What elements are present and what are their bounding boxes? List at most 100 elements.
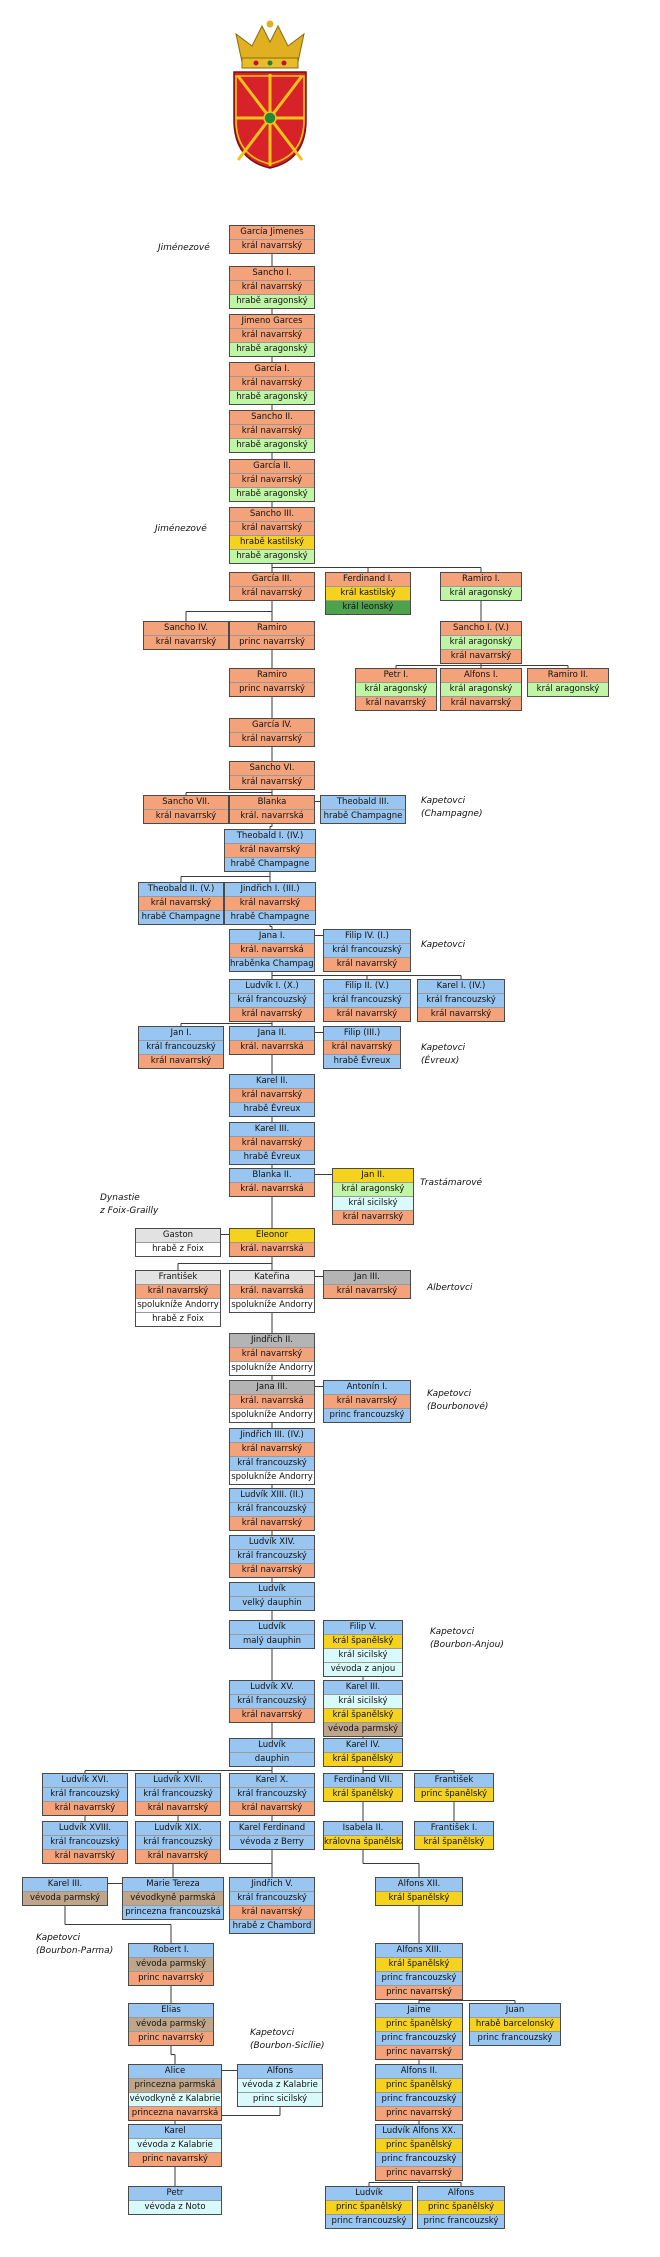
person-name: Karel IV. [324,1739,402,1752]
person-name: Filip (III.) [324,1027,400,1040]
person-title: princ francouzský [418,2214,504,2228]
person-title: král španělský [415,1835,493,1849]
person-theobald-3: Theobald III. hrabě Champagne [320,795,406,824]
person-title: spolukníže Andorry [136,1298,220,1312]
person-name: Jan II. [333,1169,413,1182]
person-name: Sancho I. (V.) [441,622,521,635]
person-ludvik-13-2: Ludvík XIII. (II.) král francouzský král n… [229,1488,315,1531]
person-title: spolukníže Andorry [230,1470,314,1484]
person-blanka: Blanka král. navarrská [229,795,315,824]
dynasty-label: Kapetovci [250,2028,295,2038]
person-title: král španělský [376,1891,462,1905]
person-sancho-4: Sancho IV. král navarrský [143,621,229,650]
person-title: král navarrský [230,473,314,487]
person-title: král navarrský [333,1210,413,1224]
person-name: Ludvík [230,1583,314,1596]
person-name: Sancho I. [230,267,314,280]
person-alfons: Alfons vévoda z Kalabrie princ sicilský [237,2064,323,2107]
dynasty-label: (Bourbon-Anjou) [430,1640,504,1650]
person-name: Kateřina [230,1271,314,1284]
person-title: král navarrský [324,1394,410,1408]
person-title: král navarrský [230,424,314,438]
person-title: vévoda parmský [23,1891,107,1905]
person-alfons-2: Alfons II. princ španělský princ francouzs… [375,2064,463,2121]
dynasty-label: (Bourbon-Sicílie) [250,2041,325,2051]
person-title: král navarrský [136,1849,220,1863]
person-jimeno-garces: Jimeno Garces král navarrský hrabě aragons… [229,314,315,357]
person-title: král aragonský [356,682,436,696]
person-theobald-1-4: Theobald I. (IV.) král navarrský hrabě Cha… [224,829,316,872]
person-filip-3: Filip (III.) král navarrský hrabě Évreux [323,1026,401,1069]
person-title: král. navarrská [230,1394,314,1408]
person-title: vévoda z anjou [324,1662,402,1676]
person-title: král španělský [324,1708,402,1722]
person-title: král francouzský [324,943,410,957]
person-ludvik-19: Ludvík XIX. král francouzský král navarrsk… [135,1821,221,1864]
dynasty-label: Kapetovci [421,940,466,950]
person-frantisek: František král navarrský spolukníže Andorr… [135,1270,221,1327]
person-name: Ludvík XVI. [43,1774,127,1787]
person-title: král francouzský [43,1835,127,1849]
person-title: hrabě Évreux [324,1054,400,1068]
person-name: Ludvík XIV. [230,1536,314,1549]
person-name: František [136,1271,220,1284]
person-title: princezna parmská [129,2078,221,2092]
person-title: král francouzský [324,993,410,1007]
person-title: král leonský [326,600,410,614]
person-frantisek-princ: František princ španělský [414,1773,494,1802]
dynasty-label: Jiménezové [158,243,210,253]
person-title: král navarrský [43,1801,127,1815]
person-filip-4-1: Filip IV. (I.) král francouzský král navar… [323,929,411,972]
dynasty-label: Kapetovci [427,1389,472,1399]
dynasty-label: (Champagne) [421,809,483,819]
navarre-coat-of-arms-crest [233,20,307,169]
person-ludvik-spain: Ludvík princ španělský princ francouzský [325,2186,413,2229]
person-name: Jana III. [230,1381,314,1394]
dynasty-label: z Foix-Grailly [100,1206,159,1216]
person-title: král. navarrská [230,1040,314,1054]
person-title: vévoda z Berry [230,1835,314,1849]
person-karel-3: Karel III. král navarrský hrabě Évreux [229,1122,315,1165]
person-juan: Juan hrabě barcelonský princ francouzský [469,2003,561,2046]
person-gaston: Gaston hrabě z Foix [135,1228,221,1257]
person-title: princ francouzský [376,2152,462,2166]
person-garcia-4: García IV. král navarrský [229,718,315,747]
person-title: král navarrský [324,1284,410,1298]
person-marie-tereza: Marie Tereza vévodkyně parmská princezna f… [122,1877,224,1920]
person-title: hrabě Évreux [230,1150,314,1164]
person-title: král aragonský [333,1182,413,1196]
person-title: král francouzský [230,993,314,1007]
person-alfons-12: Alfons XII. král španělský [375,1877,463,1906]
person-title: král navarrský [144,809,228,823]
person-name: Ludvík [230,1739,314,1752]
person-title: král francouzský [230,1549,314,1563]
person-name: García Jimenes [230,226,314,239]
person-name: Alfons [238,2065,322,2078]
person-title: král navarrský [230,1347,314,1361]
person-title: princ španělský [418,2200,504,2214]
person-name: Ramiro [230,669,314,682]
person-title: princ navarrský [129,2031,213,2045]
person-title: hrabě aragonský [230,390,314,404]
person-title: král navarrský [324,957,410,971]
person-name: García II. [230,460,314,473]
person-name: Alfons II. [376,2065,462,2078]
person-name: Ludvík Alfons XX. [376,2125,462,2138]
person-name: Alfons XIII. [376,1944,462,1957]
dynasty-label: Albertovci [427,1283,473,1293]
person-jindrich-3-4: Jindřich III. (IV.) král navarrský král fr… [229,1428,315,1485]
person-title: král navarrský [230,775,314,789]
person-title: hraběnka Champagne [230,957,314,971]
person-title: vévoda z Noto [129,2200,221,2214]
person-title: král francouzský [230,1787,314,1801]
person-title: velký dauphin [230,1596,314,1610]
person-ludvik-dauphin-velky: Ludvík velký dauphin [229,1582,315,1611]
person-ludvik-dauphin: Ludvík dauphin [229,1738,315,1767]
person-title: hrabě aragonský [230,438,314,452]
person-name: Ludvík XIII. (II.) [230,1489,314,1502]
person-frantisek-1: František I. král španělský [414,1821,494,1850]
person-sancho-1: Sancho I. král navarrský hrabě aragonský [229,266,315,309]
person-ludvik-1-10: Ludvík I. (X.) král francouzský král navar… [229,979,315,1022]
person-title: vévoda z Kalabrie [129,2138,221,2152]
